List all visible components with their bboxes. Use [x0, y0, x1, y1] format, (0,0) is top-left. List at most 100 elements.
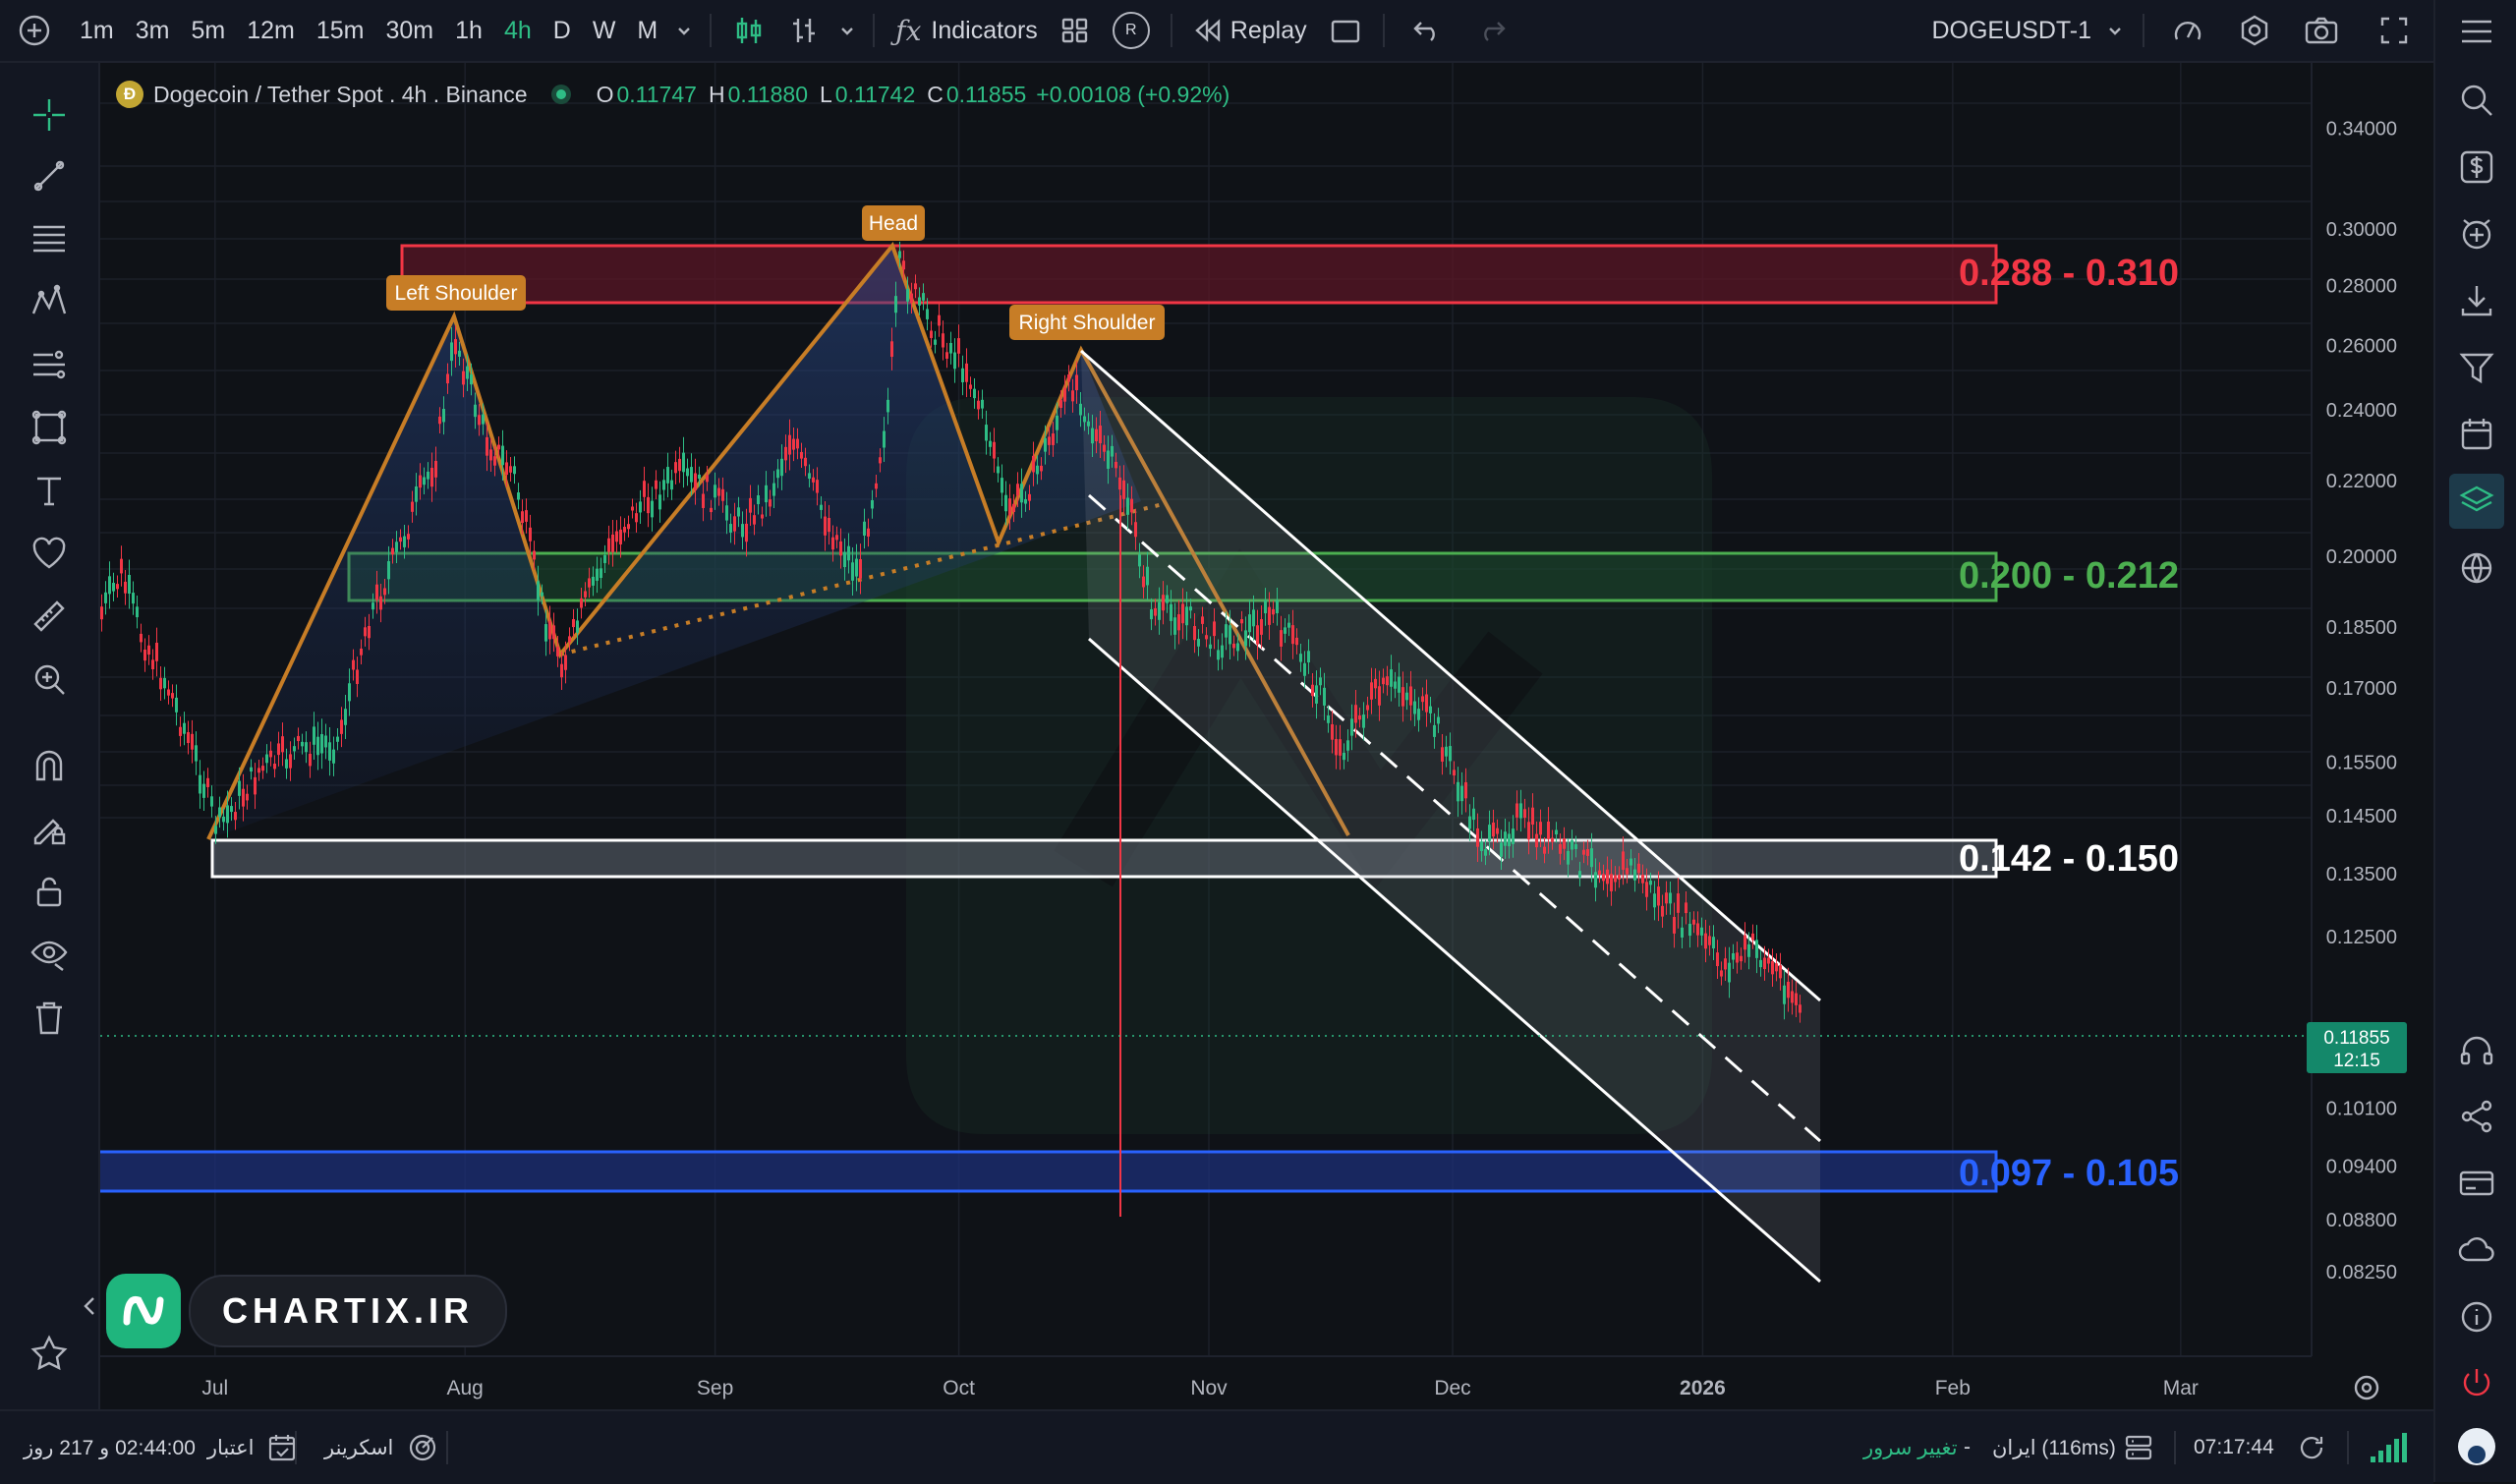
- menu-icon[interactable]: [2449, 4, 2504, 59]
- timeframe-1m[interactable]: 1m: [80, 16, 114, 44]
- candles-icon[interactable]: [721, 0, 776, 61]
- info-icon[interactable]: [2449, 1289, 2504, 1344]
- chart-type-dropdown-icon[interactable]: [831, 0, 863, 61]
- add-symbol-icon[interactable]: [0, 0, 69, 61]
- collapse-arrow-icon[interactable]: [75, 1282, 104, 1331]
- candle-body: [1236, 643, 1239, 652]
- candle-body: [1578, 871, 1581, 878]
- pattern-tool-icon[interactable]: [25, 277, 74, 326]
- candle-body: [305, 742, 308, 753]
- r-badge-button[interactable]: R: [1102, 0, 1161, 61]
- timeframe-m[interactable]: M: [637, 16, 658, 44]
- support-headset-icon[interactable]: [2449, 1024, 2504, 1079]
- favorites-heart-icon[interactable]: [25, 529, 74, 578]
- timeframe-30m[interactable]: 30m: [385, 16, 434, 44]
- head-and-shoulders-pattern[interactable]: [206, 241, 1350, 840]
- rectangle-tool-icon[interactable]: [1318, 0, 1373, 61]
- text-tool-icon[interactable]: [25, 466, 74, 515]
- zone-white[interactable]: [210, 838, 1998, 879]
- bar-chart-icon[interactable]: [776, 0, 831, 61]
- legend-title[interactable]: Dogecoin / Tether Spot . 4h . Binance: [153, 81, 528, 107]
- dollar-icon[interactable]: [2449, 140, 2504, 195]
- timeframe-15m[interactable]: 15m: [315, 16, 365, 44]
- indicators-button[interactable]: ƒx Indicators: [885, 0, 1049, 61]
- redo-icon[interactable]: [1459, 0, 1524, 61]
- candle-body: [1209, 644, 1212, 650]
- candle-body: [1771, 961, 1774, 975]
- timeframe-1h[interactable]: 1h: [455, 16, 483, 44]
- chart-area[interactable]: Left Shoulder Head Right Shoulder 0.288 …: [94, 29, 2433, 1409]
- zoom-in-icon[interactable]: [25, 655, 74, 704]
- candle-body: [1001, 478, 1003, 493]
- timeframe-4h[interactable]: 4h: [503, 16, 532, 44]
- chart-canvas[interactable]: Left Shoulder Head Right Shoulder 0.288 …: [94, 29, 2433, 1409]
- server-change-link[interactable]: تغییر سرور: [1863, 1436, 1958, 1459]
- symbol-selector[interactable]: DOGEUSDT-1: [1923, 0, 2133, 61]
- timeframe-dropdown-icon[interactable]: [668, 0, 700, 61]
- candle-body: [1508, 833, 1511, 847]
- timeframe-12m[interactable]: 12m: [247, 16, 295, 44]
- candle-body: [914, 283, 917, 290]
- crosshair-icon[interactable]: [25, 90, 74, 140]
- candle-body: [1075, 374, 1078, 391]
- server-status[interactable]: ایران (116ms): [1992, 1436, 2116, 1459]
- add-alert-icon[interactable]: [2449, 206, 2504, 261]
- candle-body: [391, 547, 394, 555]
- settings-hexagon-icon[interactable]: [2221, 0, 2288, 61]
- refresh-icon[interactable]: [2296, 1411, 2327, 1484]
- candle-body: [1405, 692, 1408, 701]
- candle-body: [529, 527, 532, 542]
- layers-icon[interactable]: [2449, 474, 2504, 529]
- download-icon[interactable]: [2449, 273, 2504, 328]
- candle-body: [1299, 654, 1302, 662]
- left-shoulder-label[interactable]: Left Shoulder: [386, 275, 526, 311]
- timeframe-5m[interactable]: 5m: [191, 16, 226, 44]
- fullscreen-icon[interactable]: [2355, 0, 2433, 61]
- time-axis[interactable]: Jul Aug Sep Oct Nov Dec 2026 Feb Mar: [100, 1355, 2433, 1409]
- candle-body: [828, 517, 830, 533]
- eye-icon[interactable]: [25, 930, 74, 979]
- candle-body: [1291, 625, 1294, 645]
- candle-body: [324, 735, 327, 748]
- alert-speed-icon[interactable]: [2154, 0, 2221, 61]
- server-icon[interactable]: [2123, 1411, 2154, 1484]
- axis-settings-icon[interactable]: [2354, 1375, 2379, 1400]
- subscription-card-icon[interactable]: [2449, 1156, 2504, 1211]
- power-icon[interactable]: [2449, 1356, 2504, 1411]
- measure-ruler-icon[interactable]: [25, 592, 74, 641]
- timeframe-w[interactable]: W: [592, 16, 616, 44]
- right-shoulder-label[interactable]: Right Shoulder: [1009, 305, 1165, 340]
- user-avatar[interactable]: [2449, 1419, 2504, 1474]
- star-icon[interactable]: [25, 1329, 74, 1378]
- search-icon[interactable]: [2449, 73, 2504, 128]
- camera-icon[interactable]: [2288, 0, 2355, 61]
- zone-red[interactable]: [400, 244, 1998, 305]
- descending-channel[interactable]: [1080, 349, 1821, 1284]
- layouts-grid-icon[interactable]: [1049, 0, 1102, 61]
- screener-filter-icon[interactable]: [2449, 340, 2504, 395]
- timeframe-d[interactable]: D: [552, 16, 571, 44]
- candle-body: [1673, 917, 1676, 934]
- screener-button[interactable]: اسکرینر: [324, 1411, 438, 1484]
- lock-icon[interactable]: [25, 867, 74, 916]
- head-label[interactable]: Head: [862, 205, 925, 241]
- cloud-alert-icon[interactable]: [2449, 1223, 2504, 1278]
- share-icon[interactable]: [2449, 1089, 2504, 1144]
- timeframe-3m[interactable]: 3m: [135, 16, 170, 44]
- undo-icon[interactable]: [1395, 0, 1459, 61]
- credit-group[interactable]: 02:44:00 و 217 روز اعتبار: [24, 1411, 299, 1484]
- price-axis[interactable]: 0.380000.340000.300000.280000.260000.240…: [2307, 29, 2433, 1356]
- trash-icon[interactable]: [25, 993, 74, 1042]
- candle-body: [309, 753, 312, 767]
- replay-button[interactable]: Replay: [1182, 0, 1318, 61]
- candle-body: [1366, 705, 1369, 711]
- draw-lock-icon[interactable]: [25, 804, 74, 853]
- trend-line-icon[interactable]: [25, 151, 74, 200]
- prediction-tool-icon[interactable]: [25, 340, 74, 389]
- shape-tool-icon[interactable]: [25, 403, 74, 452]
- calendar-icon[interactable]: [2449, 407, 2504, 462]
- fib-lines-icon[interactable]: [25, 214, 74, 263]
- globe-icon[interactable]: [2449, 541, 2504, 596]
- candle-body: [1751, 933, 1754, 941]
- magnet-icon[interactable]: [25, 741, 74, 790]
